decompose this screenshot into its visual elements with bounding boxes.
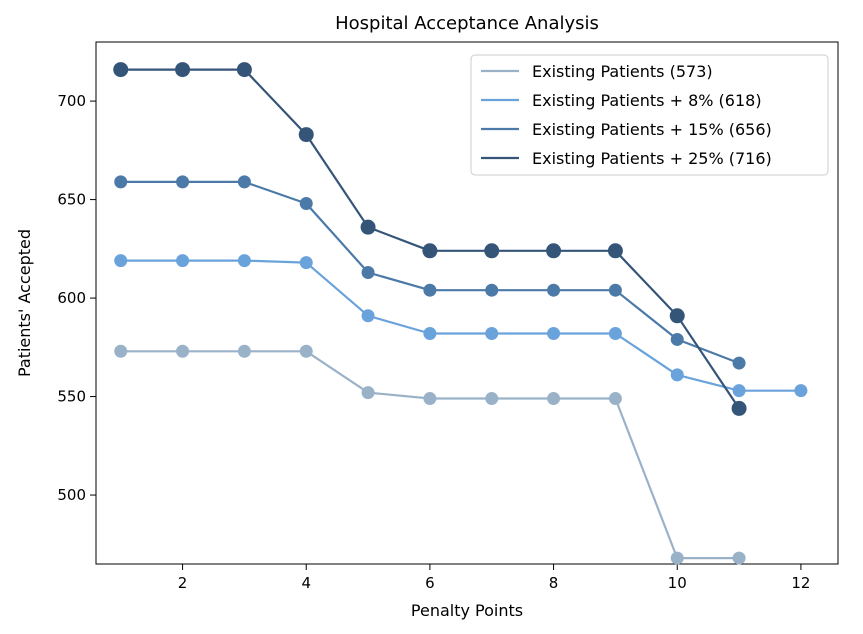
y-tick-label: 600	[57, 289, 86, 307]
data-point	[732, 356, 746, 370]
x-axis-label: Penalty Points	[411, 601, 523, 620]
data-point	[484, 243, 500, 259]
legend: Existing Patients (573) Existing Patients…	[470, 54, 829, 176]
y-tick-label: 550	[57, 388, 86, 406]
legend-item: Existing Patients + 8% (618)	[481, 91, 762, 110]
data-point	[732, 384, 746, 398]
y-tick-label: 500	[57, 486, 86, 504]
data-point	[732, 551, 746, 565]
data-point	[608, 392, 622, 406]
data-point	[114, 344, 128, 358]
data-point	[547, 327, 561, 341]
data-point	[237, 254, 251, 268]
legend-item: Existing Patients + 25% (716)	[481, 149, 772, 168]
data-point	[423, 327, 437, 341]
data-point	[670, 332, 684, 346]
data-point	[794, 384, 808, 398]
data-point	[607, 243, 623, 259]
data-point	[361, 309, 375, 323]
data-point	[176, 254, 190, 268]
data-point	[299, 256, 313, 270]
data-point	[360, 219, 376, 235]
data-point	[547, 283, 561, 297]
y-tick-label: 650	[57, 191, 86, 209]
x-axis-ticks: 2 4 6 8 10 12	[178, 564, 810, 592]
data-point	[669, 308, 685, 324]
series-3	[114, 175, 746, 370]
data-point	[546, 243, 562, 259]
data-point	[175, 62, 191, 78]
series-line	[120, 350, 740, 560]
data-point	[113, 62, 129, 78]
data-point	[299, 344, 313, 358]
data-point	[237, 344, 251, 358]
legend-box	[470, 54, 829, 176]
legend-label: Existing Patients + 25% (716)	[532, 149, 772, 168]
data-point	[422, 243, 438, 259]
legend-label: Existing Patients (573)	[532, 62, 713, 81]
data-point	[547, 392, 561, 406]
data-point	[236, 62, 252, 78]
data-point	[361, 386, 375, 400]
data-point	[423, 392, 437, 406]
series-2	[114, 254, 808, 398]
data-point	[298, 127, 314, 143]
y-axis-label: Patients' Accepted	[15, 229, 34, 377]
data-point	[114, 254, 128, 268]
chart-title: Hospital Acceptance Analysis	[335, 13, 599, 34]
x-tick-label: 10	[668, 574, 687, 592]
x-tick-label: 6	[425, 574, 435, 592]
series-4	[113, 62, 747, 416]
x-tick-label: 12	[791, 574, 810, 592]
data-point	[361, 265, 375, 279]
data-point	[485, 283, 499, 297]
y-tick-label: 700	[57, 92, 86, 110]
x-tick-label: 8	[549, 574, 559, 592]
data-point	[608, 283, 622, 297]
data-point	[114, 175, 128, 189]
data-point	[485, 327, 499, 341]
x-tick-label: 2	[178, 574, 188, 592]
series-1	[114, 344, 746, 565]
plot-area-frame	[95, 41, 839, 565]
legend-label: Existing Patients + 8% (618)	[532, 91, 762, 110]
data-point	[176, 344, 190, 358]
series-layer	[113, 62, 808, 565]
data-point	[237, 175, 251, 189]
data-point	[176, 175, 190, 189]
legend-label: Existing Patients + 15% (656)	[532, 120, 772, 139]
data-point	[423, 283, 437, 297]
legend-item: Existing Patients (573)	[481, 62, 713, 81]
legend-item: Existing Patients + 15% (656)	[481, 120, 772, 139]
data-point	[670, 368, 684, 382]
data-point	[731, 400, 747, 416]
series-line	[120, 259, 801, 392]
data-point	[670, 551, 684, 565]
data-point	[485, 392, 499, 406]
data-point	[299, 197, 313, 211]
x-tick-label: 4	[301, 574, 311, 592]
data-point	[608, 327, 622, 341]
y-axis-ticks: 500 550 600 650 700	[57, 92, 96, 504]
